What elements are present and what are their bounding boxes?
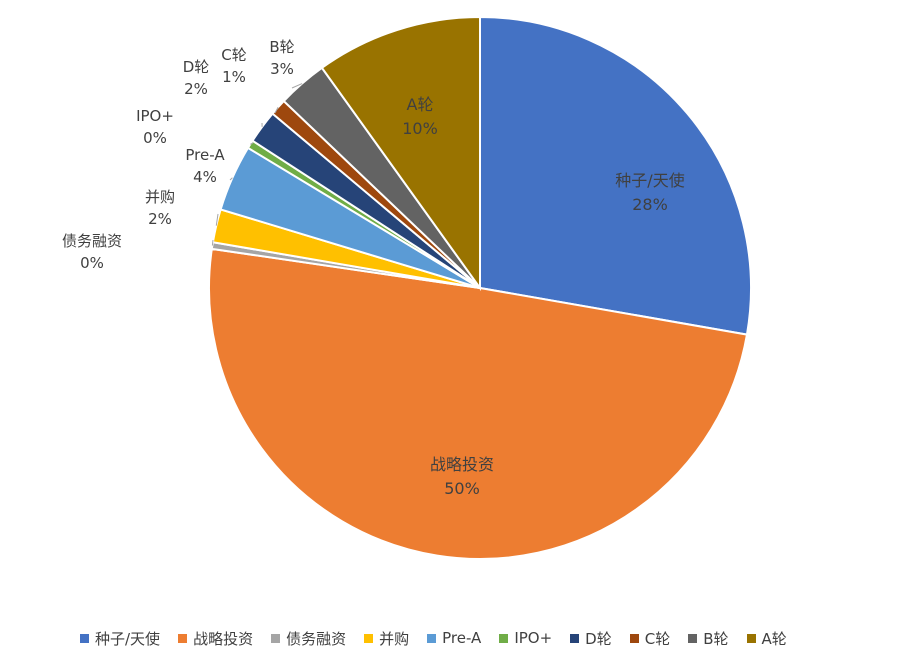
- legend-label: C轮: [645, 628, 670, 649]
- legend-swatch: [271, 634, 280, 643]
- slice-label-name-7: D轮: [183, 58, 210, 76]
- legend-item-9: B轮: [688, 626, 728, 650]
- legend-item-1: 种子/天使: [80, 626, 160, 650]
- pie-slices: [209, 17, 751, 559]
- legend-label: Pre-A: [442, 629, 481, 647]
- leader-line-3: [212, 240, 213, 246]
- slice-label-name-4: 并购: [145, 188, 175, 206]
- legend-item-3: 债务融资: [271, 626, 346, 650]
- legend-label: D轮: [585, 628, 612, 649]
- slice-label-name-8: C轮: [221, 46, 246, 64]
- legend-swatch: [630, 634, 639, 643]
- legend-label: 种子/天使: [95, 628, 160, 649]
- slice-label-value-1: 28%: [632, 195, 668, 214]
- chart-legend: 种子/天使 战略投资 债务融资 并购 Pre-A IPO+ D轮 C轮 B轮 A轮: [80, 626, 900, 650]
- slice-label-name-2: 战略投资: [430, 455, 494, 474]
- legend-swatch: [747, 634, 756, 643]
- slice-label-name-3: 债务融资: [62, 232, 122, 250]
- legend-item-10: A轮: [747, 626, 787, 650]
- slice-label-value-2: 50%: [444, 479, 480, 498]
- legend-swatch: [364, 634, 373, 643]
- legend-item-6: IPO+: [499, 626, 552, 650]
- slice-label-name-5: Pre-A: [185, 146, 225, 164]
- legend-item-5: Pre-A: [427, 626, 481, 650]
- legend-swatch: [427, 634, 436, 643]
- legend-swatch: [570, 634, 579, 643]
- legend-item-4: 并购: [364, 626, 409, 650]
- legend-label: 债务融资: [286, 628, 346, 649]
- legend-item-8: C轮: [630, 626, 670, 650]
- slice-label-value-4: 2%: [148, 210, 172, 228]
- legend-label: 战略投资: [193, 628, 253, 649]
- legend-item-2: 战略投资: [178, 626, 253, 650]
- legend-swatch: [688, 634, 697, 643]
- legend-label: A轮: [762, 628, 787, 649]
- slice-label-value-6: 0%: [143, 129, 167, 147]
- legend-label: IPO+: [514, 629, 552, 647]
- slice-label-value-3: 0%: [80, 254, 104, 272]
- slice-label-value-8: 1%: [222, 68, 246, 86]
- slice-label-value-10: 10%: [402, 119, 438, 138]
- legend-swatch: [80, 634, 89, 643]
- legend-swatch: [178, 634, 187, 643]
- slice-label-value-5: 4%: [193, 168, 217, 186]
- slice-label-name-10: A轮: [407, 95, 434, 114]
- slice-label-value-9: 3%: [270, 60, 294, 78]
- legend-label: 并购: [379, 628, 409, 649]
- slice-label-name-1: 种子/天使: [615, 171, 684, 190]
- slice-label-name-6: IPO+: [136, 107, 174, 125]
- legend-item-7: D轮: [570, 626, 612, 650]
- slice-label-name-9: B轮: [269, 38, 294, 56]
- slice-label-value-7: 2%: [184, 80, 208, 98]
- legend-swatch: [499, 634, 508, 643]
- legend-label: B轮: [703, 628, 728, 649]
